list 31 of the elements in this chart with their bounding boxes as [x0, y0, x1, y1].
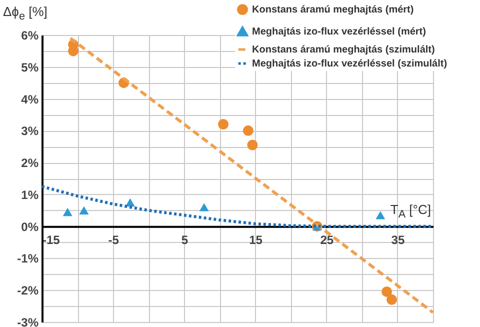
- point: [376, 211, 386, 220]
- y-tick-label: -2%: [17, 284, 39, 298]
- x-tick-label: -5: [108, 232, 120, 247]
- y-axis-title: Δϕ$_{e}$ [%]: [3, 4, 48, 23]
- y-tick-label: 6%: [21, 28, 39, 42]
- x-tick-label: 15: [249, 232, 263, 247]
- y-tick-label: 5%: [21, 60, 39, 74]
- y-tick-label: -3%: [17, 316, 39, 327]
- x-tick-label: 35: [391, 232, 405, 247]
- y-tick-label: 4%: [21, 92, 39, 106]
- x-tick-label: 5: [181, 232, 188, 247]
- point: [382, 286, 392, 297]
- legend-label: Meghajtás izo-flux vezérléssel (szimulált): [252, 58, 448, 70]
- x-axis-title: T$_{A}$ [°C]: [390, 202, 431, 221]
- point: [386, 294, 398, 305]
- y-tick-label: 3%: [21, 124, 39, 138]
- x-tick-label: 25: [320, 232, 334, 247]
- point: [199, 203, 209, 212]
- point: [247, 140, 258, 150]
- x-tick-label: -15: [42, 232, 60, 247]
- point: [79, 206, 89, 214]
- legend-label: Meghajtás izo-flux vezérléssel (mért): [252, 26, 426, 38]
- y-tick-label: 2%: [21, 156, 39, 170]
- point: [242, 125, 254, 136]
- legend-label: Konstans áramú meghajtás (mért): [252, 4, 414, 16]
- point: [62, 208, 72, 216]
- y-tick-label: -1%: [17, 252, 39, 266]
- y-tick-label: 0%: [21, 220, 39, 234]
- legend-label: Konstans áramú meghajtás (szimulált): [252, 44, 435, 56]
- point: [218, 119, 229, 130]
- y-tick-label: 1%: [21, 188, 39, 202]
